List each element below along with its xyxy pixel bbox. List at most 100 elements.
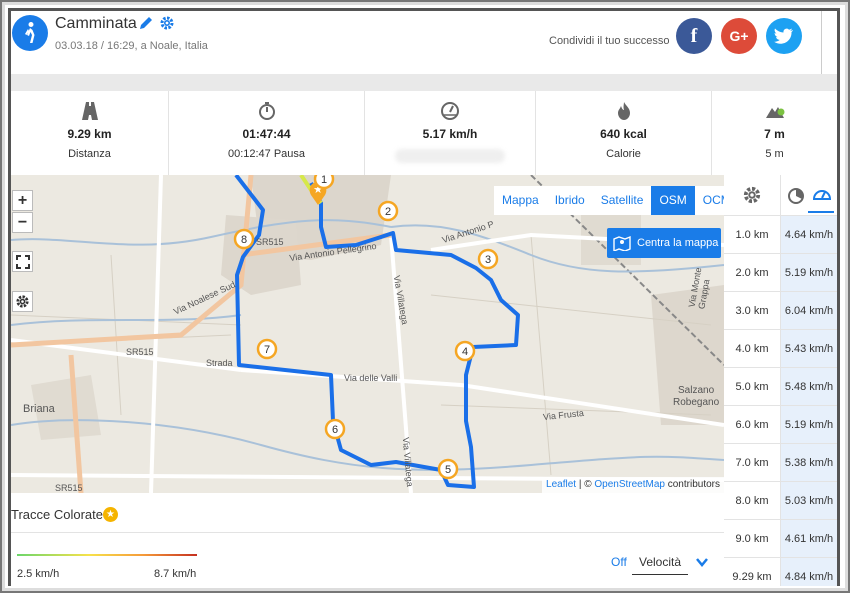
map-label-road: SR515 xyxy=(55,483,83,493)
stat-avg-speed: 5.17 km/h xyxy=(365,91,535,175)
gear-icon[interactable] xyxy=(742,185,762,205)
km-marker-2[interactable]: 2 xyxy=(377,200,399,222)
stat-divider xyxy=(711,91,712,175)
svg-text:4: 4 xyxy=(462,346,468,358)
svg-text:6: 6 xyxy=(332,424,338,436)
split-speed: 5.43 km/h xyxy=(781,330,837,368)
route-map[interactable]: SR515 SR515 SR515 Via Noalese Sud Via An… xyxy=(11,175,724,493)
stat-value: 9.29 km xyxy=(67,127,112,141)
attribution-contributors: contributors xyxy=(664,479,720,490)
layer-ibrido[interactable]: Ibrido xyxy=(554,193,585,207)
activity-page: Camminata 03.03.18 / 16:29, a Noale, Ita… xyxy=(8,8,840,586)
flame-icon xyxy=(617,102,630,120)
zoom-in-button[interactable]: + xyxy=(12,190,33,211)
leaflet-link[interactable]: Leaflet xyxy=(546,479,577,490)
splits-panel: 1.0 km 4.64 km/h 2.0 km 5.19 km/h 3.0 km 6.… xyxy=(724,175,837,586)
zoom-out-button[interactable]: − xyxy=(12,212,33,233)
map-label-street: Strada xyxy=(206,358,233,368)
openstreetmap-link[interactable]: OpenStreetMap xyxy=(594,479,665,490)
split-row: 9.0 km 4.61 km/h xyxy=(724,519,837,558)
stat-divider xyxy=(535,91,536,175)
walking-icon xyxy=(12,15,48,51)
stat-divider xyxy=(168,91,169,175)
twitter-share-button[interactable] xyxy=(766,18,802,54)
map-label-town: Salzano xyxy=(678,385,715,396)
svg-text:2: 2 xyxy=(385,206,391,218)
km-marker-4[interactable]: 4 xyxy=(454,340,476,362)
split-km: 9.0 km xyxy=(735,533,769,545)
split-speed: 4.84 km/h xyxy=(781,558,837,586)
split-row: 6.0 km 5.19 km/h xyxy=(724,405,837,444)
map-attribution: Leaflet | © OpenStreetMap contributors xyxy=(542,477,724,493)
split-km: 6.0 km xyxy=(735,419,769,431)
split-km: 3.0 km xyxy=(735,305,769,317)
split-speed: 4.61 km/h xyxy=(781,520,837,558)
split-speed: 5.38 km/h xyxy=(781,444,837,482)
header-divider xyxy=(821,11,822,74)
map-label-road: SR515 xyxy=(126,347,154,357)
split-km: 5.0 km xyxy=(735,381,769,393)
map-label-town: Briana xyxy=(23,403,55,415)
colored-tracks-controls: 2.5 km/h 8.7 km/h Off Velocità xyxy=(11,533,724,586)
splits-divider xyxy=(780,175,781,586)
mountain-icon xyxy=(765,107,784,118)
map-label-road: SR515 xyxy=(256,237,284,247)
km-marker-7[interactable]: 7 xyxy=(256,338,278,360)
stat-duration: 01:47:44 00:12:47 Pausa xyxy=(169,91,364,175)
activity-title: Camminata xyxy=(55,15,137,32)
split-speed: 4.64 km/h xyxy=(781,216,837,254)
split-row: 7.0 km 5.38 km/h xyxy=(724,443,837,482)
split-speed: 6.04 km/h xyxy=(781,292,837,330)
speed-gradient-legend xyxy=(17,554,197,556)
stats-row: 9.29 km Distanza 01:47:44 00:12:47 Pausa… xyxy=(11,91,837,175)
stat-label: 00:12:47 Pausa xyxy=(227,148,306,160)
map-pin-icon xyxy=(613,235,631,251)
split-km: 1.0 km xyxy=(735,229,769,241)
road-icon xyxy=(81,102,98,120)
km-marker-8[interactable]: 8 xyxy=(233,228,255,250)
map-label-town: Robegano xyxy=(673,397,720,408)
split-speed: 5.19 km/h xyxy=(781,254,837,292)
chevron-down-icon[interactable] xyxy=(695,555,709,569)
km-marker-5[interactable]: 5 xyxy=(437,458,459,480)
layer-satellite[interactable]: Satellite xyxy=(600,193,644,207)
km-marker-3[interactable]: 3 xyxy=(477,248,499,270)
layer-ocm[interactable]: OCM xyxy=(702,193,724,207)
activity-date-location: 03.03.18 / 16:29, a Noale, Italia xyxy=(55,40,208,52)
layer-osm[interactable]: OSM xyxy=(651,186,695,215)
stat-divider xyxy=(364,91,365,175)
svg-text:7: 7 xyxy=(264,344,270,356)
split-km: 4.0 km xyxy=(735,343,769,355)
colored-tracks-label: Tracce Colorate xyxy=(11,507,103,522)
center-map-button[interactable]: Centra la mappa xyxy=(607,228,721,258)
split-row: 1.0 km 4.64 km/h xyxy=(724,215,837,254)
google-plus-share-button[interactable]: G+ xyxy=(721,18,757,54)
split-row: 2.0 km 5.19 km/h xyxy=(724,253,837,292)
split-km: 2.0 km xyxy=(735,267,769,279)
km-marker-6[interactable]: 6 xyxy=(324,418,346,440)
gear-icon xyxy=(16,295,29,308)
pace-icon[interactable] xyxy=(786,185,806,205)
split-speed: 5.19 km/h xyxy=(781,406,837,444)
speedometer-icon[interactable] xyxy=(812,185,832,205)
stat-elevation: 7 m 5 m xyxy=(712,91,837,175)
map-label-street: Via delle Valli xyxy=(344,373,398,383)
map-settings-button[interactable] xyxy=(12,291,33,312)
split-km: 8.0 km xyxy=(735,495,769,507)
premium-star-icon: ★ xyxy=(103,507,118,522)
km-marker-1[interactable]: 1 xyxy=(313,175,335,190)
map-layer-switcher: Mappa Ibrido Satellite OSM OCM xyxy=(494,186,724,215)
track-mode-select[interactable]: Velocità xyxy=(632,551,688,575)
split-row: 8.0 km 5.03 km/h xyxy=(724,481,837,520)
fullscreen-button[interactable] xyxy=(12,251,33,272)
pencil-icon[interactable] xyxy=(138,15,154,31)
svg-text:5: 5 xyxy=(445,464,451,476)
layer-mappa[interactable]: Mappa xyxy=(502,193,539,207)
gear-icon[interactable] xyxy=(159,15,175,31)
tracks-off-button[interactable]: Off xyxy=(611,555,627,569)
split-row: 5.0 km 5.48 km/h xyxy=(724,367,837,406)
split-row: 4.0 km 5.43 km/h xyxy=(724,329,837,368)
facebook-share-button[interactable]: f xyxy=(676,18,712,54)
stopwatch-icon xyxy=(258,102,275,120)
header-band xyxy=(11,74,837,91)
